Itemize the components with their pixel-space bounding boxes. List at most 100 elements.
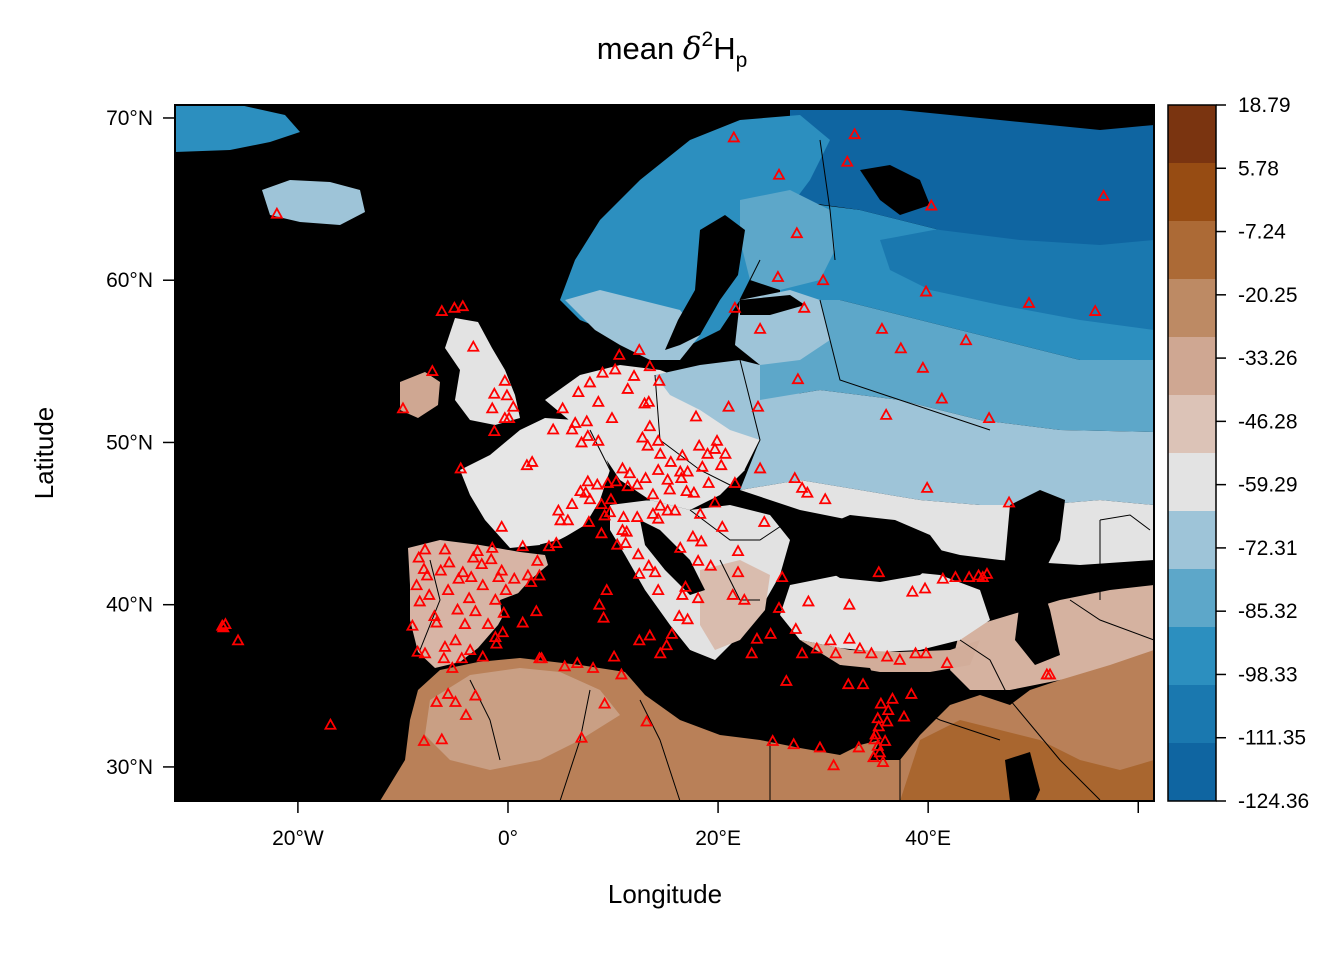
station-marker: [574, 435, 589, 448]
station-marker: [920, 481, 934, 493]
station-marker: [661, 472, 675, 485]
station-marker: [779, 674, 793, 686]
station-marker: [476, 578, 490, 591]
station-marker: [893, 652, 907, 665]
station-marker: [570, 656, 584, 668]
station-marker: [568, 416, 582, 428]
station-marker: [597, 610, 611, 623]
station-marker: [651, 511, 665, 524]
station-marker: [750, 631, 764, 644]
station-marker: [591, 433, 605, 446]
station-marker: [463, 643, 477, 656]
station-marker: [532, 568, 547, 581]
station-marker: [919, 646, 933, 659]
station-marker: [411, 644, 425, 657]
station-marker: [601, 476, 615, 488]
station-marker: [675, 448, 689, 461]
station-marker: [455, 651, 469, 664]
station-marker: [571, 385, 585, 398]
sea-caspian: [1005, 490, 1065, 665]
station-marker: [442, 555, 456, 568]
station-marker: [674, 471, 688, 484]
y-tick-label: 30°N: [106, 756, 153, 779]
x-axis-title: Longitude: [608, 879, 722, 909]
title-subscript: p: [735, 49, 748, 72]
station-marker: [708, 495, 722, 508]
station-marker: [1088, 304, 1102, 316]
station-marker: [681, 464, 695, 477]
station-marker: [775, 570, 789, 583]
station-marker: [468, 688, 482, 701]
station-marker: [448, 695, 462, 707]
station-marker: [653, 646, 667, 659]
station-marker: [565, 422, 579, 435]
legend-swatch: [1168, 569, 1216, 628]
station-marker: [435, 304, 449, 316]
station-marker: [708, 442, 722, 454]
x-tick-label: 40°E: [905, 827, 951, 850]
station-marker: [623, 466, 637, 479]
station-marker: [458, 617, 472, 630]
station-marker: [800, 485, 814, 498]
sea-mediterranean-east: [640, 630, 880, 740]
station-marker: [427, 609, 441, 621]
station-marker: [621, 382, 635, 394]
station-marker: [823, 633, 837, 646]
y-axis: 30°N 40°N 50°N 60°N 70°N: [106, 107, 175, 779]
station-marker: [530, 554, 544, 566]
legend-swatch: [1168, 221, 1216, 280]
station-marker: [695, 459, 709, 472]
station-marker: [641, 438, 655, 451]
station-marker: [484, 552, 498, 565]
station-marker: [980, 567, 994, 579]
station-marker: [840, 154, 854, 167]
station-marker: [731, 565, 745, 578]
legend-swatch: [1168, 685, 1216, 744]
station-marker: [632, 567, 646, 579]
station-marker: [894, 341, 908, 354]
station-marker: [549, 536, 563, 548]
station-marker: [879, 408, 893, 420]
station-marker: [660, 638, 674, 651]
border-line: [1069, 599, 1154, 641]
station-marker: [556, 401, 570, 414]
station-marker: [581, 474, 595, 487]
station-marker: [583, 375, 597, 388]
legend-frame: [1167, 104, 1217, 802]
station-marker: [790, 226, 804, 239]
station-marker: [801, 594, 815, 607]
station-marker: [661, 503, 675, 516]
station-marker: [753, 461, 767, 474]
station-marker: [495, 519, 509, 532]
station-marker: [410, 578, 424, 591]
station-marker: [818, 492, 832, 505]
station-marker: [643, 419, 657, 432]
station-marker: [529, 604, 543, 617]
station-marker: [413, 594, 427, 607]
station-marker: [524, 575, 538, 587]
station-marker: [878, 734, 892, 746]
station-marker: [640, 714, 654, 727]
station-marker: [435, 732, 449, 745]
station-marker: [664, 455, 678, 467]
border-line: [859, 679, 1001, 741]
station-marker: [789, 622, 803, 634]
land-britain: [445, 318, 520, 425]
station-marker: [764, 627, 778, 639]
border-line: [959, 639, 1101, 801]
land-russia-top: [790, 110, 1154, 245]
station-marker: [462, 591, 476, 604]
station-marker: [574, 730, 589, 743]
station-marker: [643, 359, 657, 372]
land-russia-core: [880, 225, 1154, 330]
station-marker: [829, 646, 843, 659]
x-tick-label: 0°: [498, 827, 518, 850]
station-marker: [430, 695, 444, 707]
station-marker: [605, 411, 619, 424]
station-marker: [726, 588, 740, 600]
station-marker: [962, 570, 976, 583]
station-marker: [795, 646, 809, 659]
station-marker: [604, 492, 618, 505]
station-marker: [495, 563, 509, 576]
station-marker: [653, 446, 667, 459]
